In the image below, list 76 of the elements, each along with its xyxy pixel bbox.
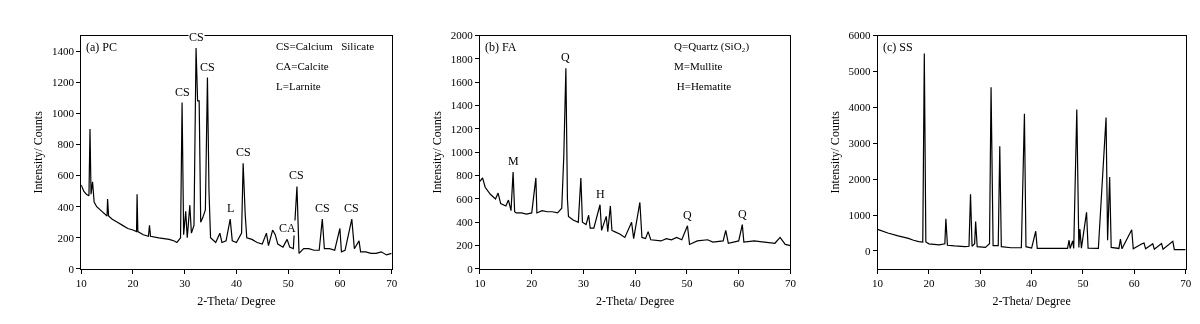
y-tick-label: 0	[864, 244, 871, 257]
y-tick-label: 1000	[51, 107, 75, 120]
y-tick-label: 1400	[450, 99, 474, 112]
y-tick-label: 800	[57, 138, 75, 151]
annotation: CS	[289, 168, 304, 182]
y-axis-title: Intensity/ Counts	[31, 110, 46, 194]
annotation: CA	[279, 221, 296, 235]
y-tick-label: 1000	[848, 208, 871, 221]
annotation: L	[227, 201, 235, 215]
y-tick-label: 5000	[848, 65, 871, 78]
annotation: CS	[344, 201, 359, 215]
x-tick-label: 60	[334, 277, 346, 290]
x-tick-label: 10	[872, 277, 884, 290]
x-tick-label: 50	[282, 277, 295, 290]
y-tick-label: 600	[57, 169, 75, 182]
y-tick-label: 0	[68, 262, 75, 275]
x-axis-title: 2-Theta/ Degree	[197, 294, 276, 309]
y-tick-label: 4000	[848, 101, 871, 114]
y-tick-label: 800	[456, 169, 474, 182]
x-tick-label: 20	[526, 277, 538, 290]
y-tick-label: 1200	[51, 76, 75, 89]
x-tick-label: 70	[1180, 277, 1192, 290]
x-tick-label: 30	[577, 277, 590, 290]
y-axis-title: Intensity/ Counts	[430, 110, 445, 194]
x-tick-label: 70	[784, 277, 797, 290]
annotation: Q	[738, 207, 747, 221]
x-tick-label: 30	[179, 277, 191, 290]
x-tick-label: 40	[1026, 277, 1038, 290]
chart-title: (b) FA	[485, 40, 517, 54]
x-tick-label: 10	[75, 277, 88, 290]
annotation: Q	[561, 50, 570, 64]
annotation: M=Mullite	[674, 60, 723, 72]
annotation: Q	[683, 208, 692, 222]
y-tick-label: 1600	[450, 76, 474, 89]
x-tick-label: 60	[1128, 277, 1141, 290]
y-tick-label: 0	[467, 262, 474, 275]
y-tick-label: 2000	[848, 173, 871, 186]
y-tick-label: 200	[456, 239, 474, 252]
annotation: H	[596, 187, 605, 201]
x-axis-title: 2-Theta/ Degree	[992, 294, 1071, 309]
x-axis-title: 2-Theta/ Degree	[596, 294, 675, 309]
x-tick-label: 30	[974, 277, 987, 290]
annotation: H=Hematite	[674, 80, 732, 92]
x-tick-label: 20	[127, 277, 139, 290]
x-tick-label: 20	[923, 277, 935, 290]
x-tick-label: 10	[474, 277, 486, 290]
annotation: Q=Quartz (SiO₂)	[674, 40, 750, 53]
y-tick-label: 400	[456, 216, 474, 229]
y-tick-label: 1400	[51, 45, 75, 58]
x-tick-label: 40	[629, 277, 642, 290]
x-tick-label: 60	[733, 277, 745, 290]
annotation: CS	[175, 85, 190, 99]
annotation: CS	[315, 201, 330, 215]
x-tick-label: 50	[1077, 277, 1089, 290]
y-axis-title: Intensity/ Counts	[827, 110, 842, 194]
annotation: M	[508, 154, 519, 168]
y-tick-label: 200	[57, 231, 75, 244]
y-tick-label: 3000	[848, 137, 871, 150]
x-tick-label: 40	[230, 277, 243, 290]
y-tick-label: 400	[57, 200, 75, 213]
y-tick-label: 1200	[450, 122, 474, 135]
y-tick-label: 6000	[848, 29, 871, 42]
annotation: CS=Calcium Silicate	[276, 40, 375, 52]
annotation: CA=Calcite	[276, 60, 329, 72]
annotation: CS	[200, 60, 215, 74]
y-tick-label: 600	[456, 192, 474, 205]
x-tick-label: 70	[386, 277, 398, 290]
annotation: CS	[236, 145, 251, 159]
y-tick-label: 1000	[450, 146, 474, 159]
annotation: CS	[189, 30, 204, 44]
annotation: L=Larnite	[276, 80, 321, 92]
x-tick-label: 50	[681, 277, 693, 290]
chart-title: (c) SS	[883, 40, 913, 54]
y-tick-label: 1800	[450, 52, 474, 65]
y-tick-label: 2000	[450, 29, 474, 42]
chart-title: (a) PC	[86, 40, 117, 54]
